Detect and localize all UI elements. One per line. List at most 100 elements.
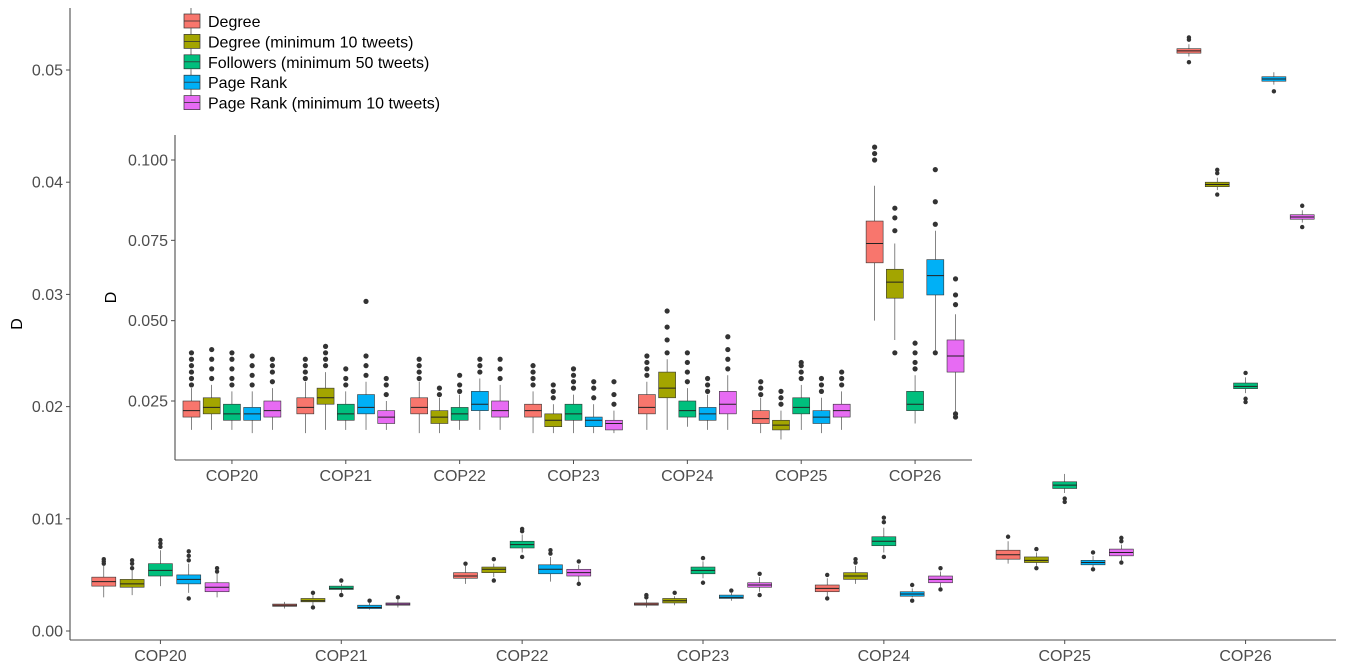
outlier-point: [1243, 399, 1248, 405]
outlier-point: [912, 340, 918, 346]
outlier-point: [367, 598, 372, 603]
x-tick-label: COP26: [889, 468, 942, 485]
outlier-point: [491, 578, 497, 583]
y-axis-title: D: [9, 318, 26, 330]
box-followers-minimum-50-tweets--cop21: [328, 578, 354, 598]
outlier-point: [798, 359, 804, 366]
outlier-point: [1215, 167, 1220, 173]
box-degree-cop20: [182, 350, 201, 430]
legend-item: Followers (minimum 50 tweets): [183, 48, 429, 72]
outlier-point: [1034, 546, 1039, 552]
outlier-point: [757, 592, 762, 598]
box-degree-cop23: [524, 363, 542, 434]
outlier-point: [684, 379, 690, 385]
outlier-point: [932, 199, 938, 205]
box-iqr: [564, 403, 583, 421]
outlier-point: [725, 334, 731, 340]
box-followers-minimum-50-tweets--cop24: [871, 515, 897, 560]
outlier-point: [188, 356, 195, 362]
box-iqr: [263, 400, 282, 418]
box-iqr: [148, 563, 173, 577]
box-degree-cop25: [995, 534, 1021, 564]
box-degree-cop24: [814, 572, 840, 601]
inset-plot: 0.025 0.050 0.075 0.100 COP20 COP21 COP22 COP23…: [103, 135, 972, 485]
box-iqr: [1233, 382, 1258, 389]
outlier-point: [881, 515, 887, 520]
outlier-point: [570, 379, 577, 385]
outlier-point: [909, 598, 915, 603]
outlier-point: [363, 298, 369, 304]
outlier-point: [611, 401, 617, 407]
outlier-point: [839, 369, 845, 375]
outlier-point: [1005, 534, 1011, 539]
outlier-point: [839, 382, 845, 388]
outlier-point: [229, 350, 235, 356]
outlier-point: [757, 571, 762, 576]
box-degree-minimum-10-tweets--cop24: [658, 308, 676, 430]
outlier-point: [302, 363, 308, 369]
outlier-point: [892, 228, 898, 234]
x-tick-label: COP26: [1219, 648, 1272, 665]
box-page-rank-minimum-10-tweets--cop20: [204, 565, 230, 598]
outlier-point: [188, 369, 195, 375]
y-tick-label: 0.00: [32, 624, 63, 641]
box-degree-minimum-10-tweets--cop23: [662, 590, 687, 606]
outlier-point: [395, 595, 401, 600]
box-page-rank-minimum-10-tweets--cop26: [946, 276, 965, 420]
x-tick-label: COP25: [1038, 648, 1091, 665]
x-tick-label: COP22: [496, 648, 549, 665]
outlier-point: [229, 356, 235, 362]
outlier-point: [778, 401, 784, 407]
outlier-point: [644, 353, 650, 359]
box-iqr: [471, 391, 489, 411]
box-page-rank-minimum-10-tweets--cop22: [491, 356, 509, 430]
box-page-rank-cop25: [1080, 550, 1106, 572]
outlier-point: [363, 363, 369, 369]
outlier-point: [229, 366, 235, 372]
outlier-point: [1243, 396, 1248, 401]
outlier-point: [1090, 567, 1096, 572]
outlier-point: [825, 596, 830, 601]
box-iqr: [119, 579, 145, 588]
y-tick-label: 0.04: [32, 175, 63, 192]
outlier-point: [644, 366, 650, 372]
box-degree-minimum-10-tweets--cop26: [886, 205, 904, 356]
outlier-point: [952, 302, 959, 308]
y-tick-label: 0.075: [128, 233, 168, 250]
box-page-rank-minimum-10-tweets--cop23: [747, 571, 772, 598]
box-iqr: [926, 259, 945, 296]
outlier-point: [818, 388, 825, 394]
outlier-point: [457, 372, 463, 378]
outlier-point: [416, 363, 422, 369]
outlier-point: [1090, 550, 1096, 555]
outlier-point: [302, 369, 308, 375]
box-iqr: [316, 387, 335, 405]
box-page-rank-cop22: [471, 356, 489, 430]
box-page-rank-cop26: [1261, 72, 1287, 94]
outlier-point: [1119, 539, 1124, 544]
box-followers-minimum-50-tweets--cop22: [450, 372, 469, 430]
box-degree-minimum-10-tweets--cop25: [772, 388, 790, 440]
outlier-point: [1300, 224, 1305, 230]
box-page-rank-minimum-10-tweets--cop26: [1289, 203, 1315, 230]
outlier-point: [416, 375, 422, 382]
y-tick-label: 0.025: [128, 394, 168, 411]
outlier-point: [101, 556, 106, 562]
box-degree-minimum-10-tweets--cop22: [430, 385, 449, 434]
legend: Degree Degree (minimum 10 tweets) Follower…: [183, 8, 440, 113]
outlier-point: [302, 356, 308, 362]
outlier-point: [158, 541, 163, 546]
y-tick-label: 0.050: [128, 313, 168, 330]
outlier-point: [932, 167, 938, 173]
outlier-point: [186, 549, 191, 554]
outlier-point: [704, 388, 711, 394]
outlier-point: [310, 605, 316, 610]
box-iqr: [886, 268, 904, 299]
box-degree-minimum-10-tweets--cop26: [1204, 167, 1230, 197]
y-axis-title: D: [103, 292, 120, 304]
outlier-point: [1215, 171, 1220, 176]
box-page-rank-minimum-10-tweets--cop24: [719, 334, 737, 430]
outlier-point: [249, 363, 255, 369]
box-followers-minimum-50-tweets--cop20: [223, 350, 241, 430]
outlier-point: [952, 276, 959, 282]
